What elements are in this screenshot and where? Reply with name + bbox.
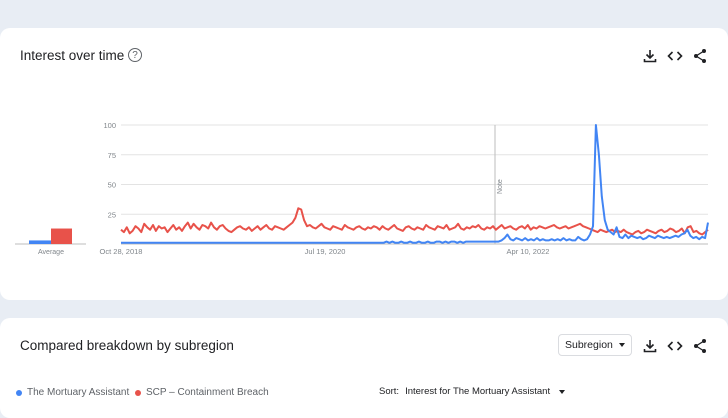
- interest-over-time-card: Interest over time ?: [0, 28, 728, 300]
- embed-icon[interactable]: [667, 48, 683, 64]
- breakdown-title: Compared breakdown by subregion: [20, 338, 234, 353]
- sort-value: Interest for The Mortuary Assistant: [405, 386, 551, 397]
- help-icon[interactable]: ?: [128, 48, 142, 62]
- download-icon[interactable]: [642, 338, 658, 354]
- legend-dot: [135, 389, 141, 396]
- dropdown-arrow-icon: [619, 343, 625, 347]
- share-icon[interactable]: [692, 48, 708, 64]
- legend-item-mortuary: The Mortuary Assistant: [16, 387, 129, 398]
- compared-breakdown-card: Compared breakdown by subregion: [0, 318, 728, 418]
- download-icon[interactable]: [642, 48, 658, 64]
- legend-item-scp: SCP – Containment Breach: [135, 387, 269, 398]
- subregion-select-value: Subregion: [565, 339, 613, 351]
- share-icon[interactable]: [692, 338, 708, 354]
- legend-label: SCP – Containment Breach: [146, 387, 269, 398]
- legend-dot: [16, 389, 22, 396]
- legend-label: The Mortuary Assistant: [27, 387, 130, 398]
- sort-label: Sort:: [379, 386, 400, 397]
- subregion-select[interactable]: Subregion: [558, 334, 632, 356]
- dropdown-arrow-icon: [559, 389, 566, 394]
- sort-control[interactable]: Sort: Interest for The Mortuary Assistan…: [379, 386, 566, 397]
- embed-icon[interactable]: [667, 338, 683, 354]
- top-band: [0, 0, 728, 14]
- section-title: Interest over time: [20, 48, 125, 63]
